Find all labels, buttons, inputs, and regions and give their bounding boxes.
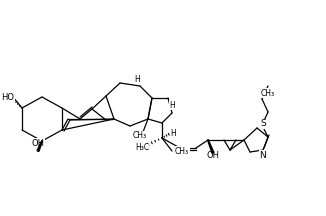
Text: CH₃: CH₃ [133, 132, 147, 140]
Text: H: H [170, 130, 176, 138]
Text: S: S [260, 119, 266, 129]
Text: OH: OH [206, 151, 219, 159]
Polygon shape [208, 140, 214, 153]
Polygon shape [37, 141, 42, 151]
Text: H: H [134, 75, 140, 84]
Text: HO: HO [2, 92, 14, 102]
Text: CH₃: CH₃ [175, 146, 189, 156]
Text: H₃C: H₃C [135, 143, 149, 152]
Text: H: H [169, 100, 175, 110]
Text: CH₃: CH₃ [261, 89, 275, 97]
Text: N: N [259, 151, 266, 159]
Text: OH: OH [32, 138, 45, 148]
